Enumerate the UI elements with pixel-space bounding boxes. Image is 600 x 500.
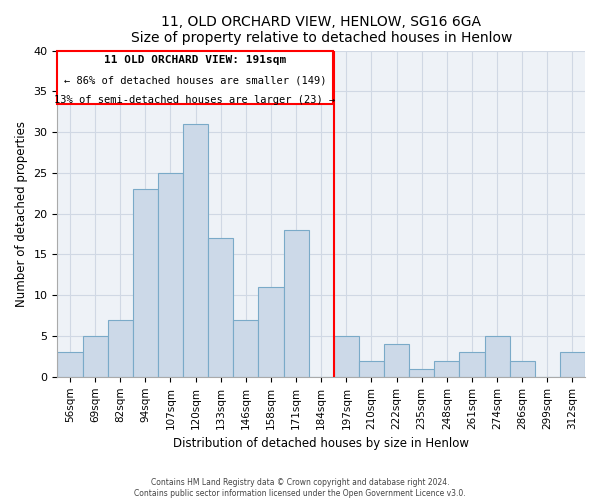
Bar (233, 320, 259, 377)
Title: 11, OLD ORCHARD VIEW, HENLOW, SG16 6GA
Size of property relative to detached hou: 11, OLD ORCHARD VIEW, HENLOW, SG16 6GA S… (131, 15, 512, 45)
Bar (334, 336, 359, 377)
Bar (158, 173, 183, 377)
Bar (409, 368, 434, 377)
Bar (384, 344, 409, 377)
Y-axis label: Number of detached properties: Number of detached properties (15, 120, 28, 306)
Bar (485, 336, 509, 377)
Bar (560, 352, 585, 377)
Bar (133, 189, 158, 377)
Text: 13% of semi-detached houses are larger (23) →: 13% of semi-detached houses are larger (… (55, 96, 335, 106)
X-axis label: Distribution of detached houses by size in Henlow: Distribution of detached houses by size … (173, 437, 469, 450)
Text: 11 OLD ORCHARD VIEW: 191sqm: 11 OLD ORCHARD VIEW: 191sqm (104, 54, 286, 64)
Bar (83, 336, 107, 377)
Bar (208, 238, 233, 377)
Bar (183, 124, 208, 377)
Text: Contains HM Land Registry data © Crown copyright and database right 2024.
Contai: Contains HM Land Registry data © Crown c… (134, 478, 466, 498)
Bar (359, 360, 384, 377)
Bar (259, 287, 284, 377)
Bar (58, 352, 83, 377)
Text: ← 86% of detached houses are smaller (149): ← 86% of detached houses are smaller (14… (64, 75, 326, 85)
Bar (107, 320, 133, 377)
Bar (284, 230, 308, 377)
Bar (460, 352, 485, 377)
FancyBboxPatch shape (58, 50, 332, 104)
Bar (434, 360, 460, 377)
Bar (509, 360, 535, 377)
